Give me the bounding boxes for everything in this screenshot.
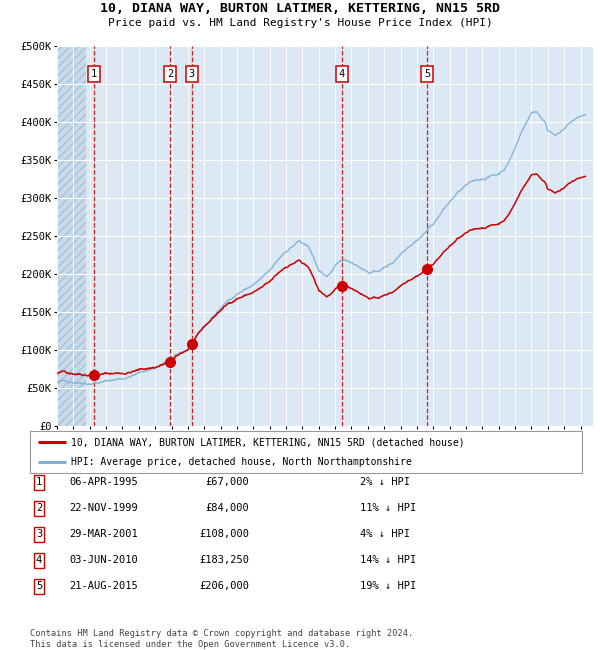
Text: 3: 3 — [188, 70, 195, 79]
Text: 5: 5 — [36, 581, 42, 592]
Text: 1: 1 — [36, 477, 42, 488]
Text: 21-AUG-2015: 21-AUG-2015 — [69, 581, 138, 592]
Text: Contains HM Land Registry data © Crown copyright and database right 2024.
This d: Contains HM Land Registry data © Crown c… — [30, 629, 413, 649]
Text: 29-MAR-2001: 29-MAR-2001 — [69, 529, 138, 539]
Text: £206,000: £206,000 — [199, 581, 249, 592]
Text: £67,000: £67,000 — [205, 477, 249, 488]
Text: 2% ↓ HPI: 2% ↓ HPI — [360, 477, 410, 488]
Text: 4: 4 — [36, 555, 42, 566]
Text: 19% ↓ HPI: 19% ↓ HPI — [360, 581, 416, 592]
Text: 11% ↓ HPI: 11% ↓ HPI — [360, 503, 416, 514]
Text: 06-APR-1995: 06-APR-1995 — [69, 477, 138, 488]
Text: 3: 3 — [36, 529, 42, 539]
Text: 2: 2 — [167, 70, 173, 79]
Text: 4: 4 — [339, 70, 345, 79]
Text: 5: 5 — [424, 70, 431, 79]
Text: £84,000: £84,000 — [205, 503, 249, 514]
Text: £108,000: £108,000 — [199, 529, 249, 539]
Text: 4% ↓ HPI: 4% ↓ HPI — [360, 529, 410, 539]
Text: 1: 1 — [91, 70, 97, 79]
Text: 03-JUN-2010: 03-JUN-2010 — [69, 555, 138, 566]
Text: HPI: Average price, detached house, North Northamptonshire: HPI: Average price, detached house, Nort… — [71, 457, 412, 467]
Text: Price paid vs. HM Land Registry's House Price Index (HPI): Price paid vs. HM Land Registry's House … — [107, 18, 493, 28]
Text: 14% ↓ HPI: 14% ↓ HPI — [360, 555, 416, 566]
Text: £183,250: £183,250 — [199, 555, 249, 566]
Text: 22-NOV-1999: 22-NOV-1999 — [69, 503, 138, 514]
Text: 2: 2 — [36, 503, 42, 514]
Text: 10, DIANA WAY, BURTON LATIMER, KETTERING, NN15 5RD: 10, DIANA WAY, BURTON LATIMER, KETTERING… — [100, 2, 500, 15]
Text: 10, DIANA WAY, BURTON LATIMER, KETTERING, NN15 5RD (detached house): 10, DIANA WAY, BURTON LATIMER, KETTERING… — [71, 437, 465, 447]
